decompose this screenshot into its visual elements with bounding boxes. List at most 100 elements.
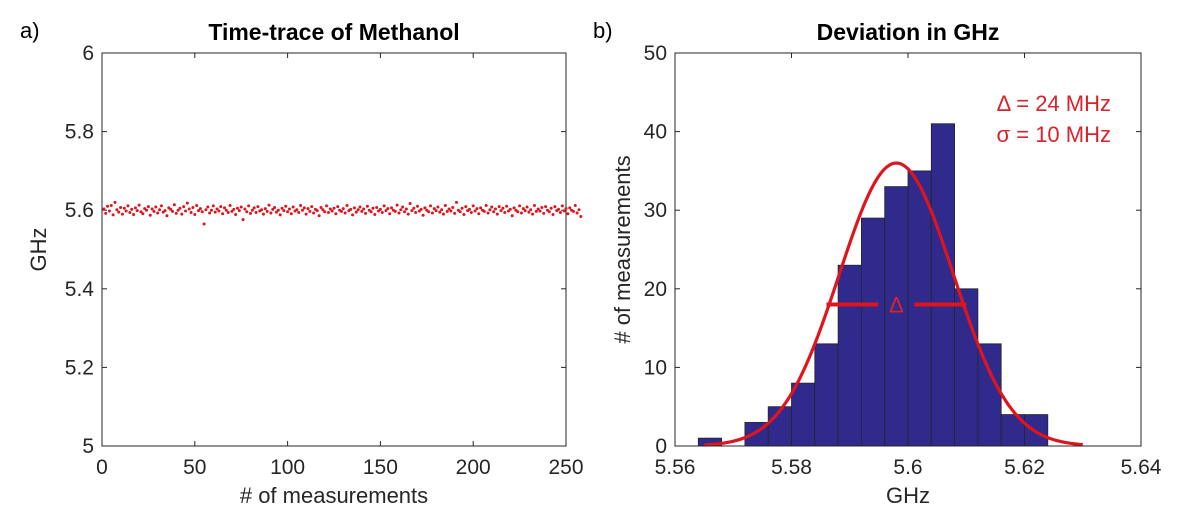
data-point	[189, 211, 193, 215]
data-point	[109, 203, 113, 207]
a-xtick-label: 50	[183, 456, 206, 479]
data-point	[247, 204, 251, 208]
data-point	[532, 203, 536, 207]
data-point	[243, 207, 247, 211]
data-point	[315, 209, 319, 213]
data-point	[273, 205, 277, 209]
data-point	[250, 208, 254, 212]
data-point	[156, 211, 160, 215]
data-point	[197, 209, 201, 213]
data-point	[579, 214, 583, 218]
data-point	[111, 213, 115, 217]
data-point	[508, 207, 512, 211]
data-point	[406, 212, 410, 216]
data-point	[373, 213, 377, 217]
b-xtick-label: 5.58	[771, 456, 812, 479]
data-point	[388, 212, 392, 216]
data-point	[260, 208, 264, 212]
data-point	[479, 206, 483, 210]
data-point	[501, 206, 505, 210]
data-point	[274, 210, 278, 214]
data-point	[460, 206, 464, 210]
data-point	[375, 205, 379, 209]
data-point	[191, 205, 195, 209]
data-point	[200, 210, 204, 214]
data-point	[124, 209, 128, 213]
data-point	[434, 209, 438, 213]
data-point	[174, 211, 178, 215]
data-point	[575, 211, 579, 215]
data-point	[482, 209, 486, 213]
data-point	[351, 213, 355, 217]
data-point	[330, 209, 334, 213]
data-point	[115, 208, 119, 212]
data-point	[364, 211, 368, 215]
data-point	[408, 202, 412, 206]
histogram-bar	[791, 382, 816, 447]
data-point	[234, 213, 238, 217]
data-point	[284, 204, 288, 208]
data-point	[308, 209, 312, 213]
data-point	[534, 209, 538, 213]
data-point	[228, 203, 232, 207]
data-point	[354, 210, 358, 214]
data-point	[319, 205, 323, 209]
data-point	[287, 207, 291, 211]
data-point	[265, 209, 269, 213]
a-xtick-label: 100	[270, 456, 305, 479]
data-point	[438, 210, 442, 214]
data-point	[356, 208, 360, 212]
data-point	[304, 212, 308, 216]
panel-b-xlabel: GHz	[886, 483, 930, 508]
data-point	[158, 208, 162, 212]
a-xtick-label: 250	[548, 456, 583, 479]
panel-b-bars	[697, 123, 1049, 447]
data-point	[102, 207, 106, 211]
data-point	[297, 211, 301, 215]
data-point	[154, 205, 158, 209]
b-xtick-label: 5.64	[1121, 456, 1162, 479]
data-point	[490, 205, 494, 209]
data-point	[558, 211, 562, 215]
data-point	[378, 207, 382, 211]
sigma-annotation: σ = 10 MHz	[997, 122, 1111, 147]
a-xtick-label: 150	[363, 456, 398, 479]
data-point	[269, 211, 273, 215]
data-point	[423, 206, 427, 210]
data-point	[519, 211, 523, 215]
data-point	[525, 205, 529, 209]
b-xtick-label: 5.56	[655, 456, 696, 479]
data-point	[107, 209, 111, 213]
b-ytick-label: 30	[644, 199, 667, 222]
data-point	[224, 208, 228, 212]
data-point	[551, 213, 555, 217]
data-point	[113, 200, 117, 204]
data-point	[267, 203, 271, 207]
data-point	[254, 211, 258, 215]
data-point	[206, 205, 210, 209]
data-point	[401, 205, 405, 209]
data-point	[317, 214, 321, 218]
data-point	[211, 204, 215, 208]
panel-b-title: Deviation in GHz	[817, 19, 1000, 45]
data-point	[169, 207, 173, 211]
panel-b-ticks	[674, 52, 1142, 447]
data-point	[358, 205, 362, 209]
data-point	[440, 208, 444, 212]
delta-annotation: Δ = 24 MHz	[997, 91, 1111, 116]
data-point	[430, 211, 434, 215]
data-point	[414, 211, 418, 215]
data-point	[198, 207, 202, 211]
panel-a: a) Time-trace of Methanol 0 50 100 150 2…	[20, 18, 584, 508]
data-point	[213, 210, 217, 214]
data-point	[178, 206, 182, 210]
data-point	[410, 209, 414, 213]
data-point	[362, 207, 366, 211]
data-point	[462, 213, 466, 217]
histogram-bar	[814, 343, 839, 447]
data-point	[449, 209, 453, 213]
data-point	[148, 213, 152, 217]
data-point	[215, 207, 219, 211]
a-xtick-label: 200	[456, 456, 491, 479]
data-point	[469, 211, 473, 215]
